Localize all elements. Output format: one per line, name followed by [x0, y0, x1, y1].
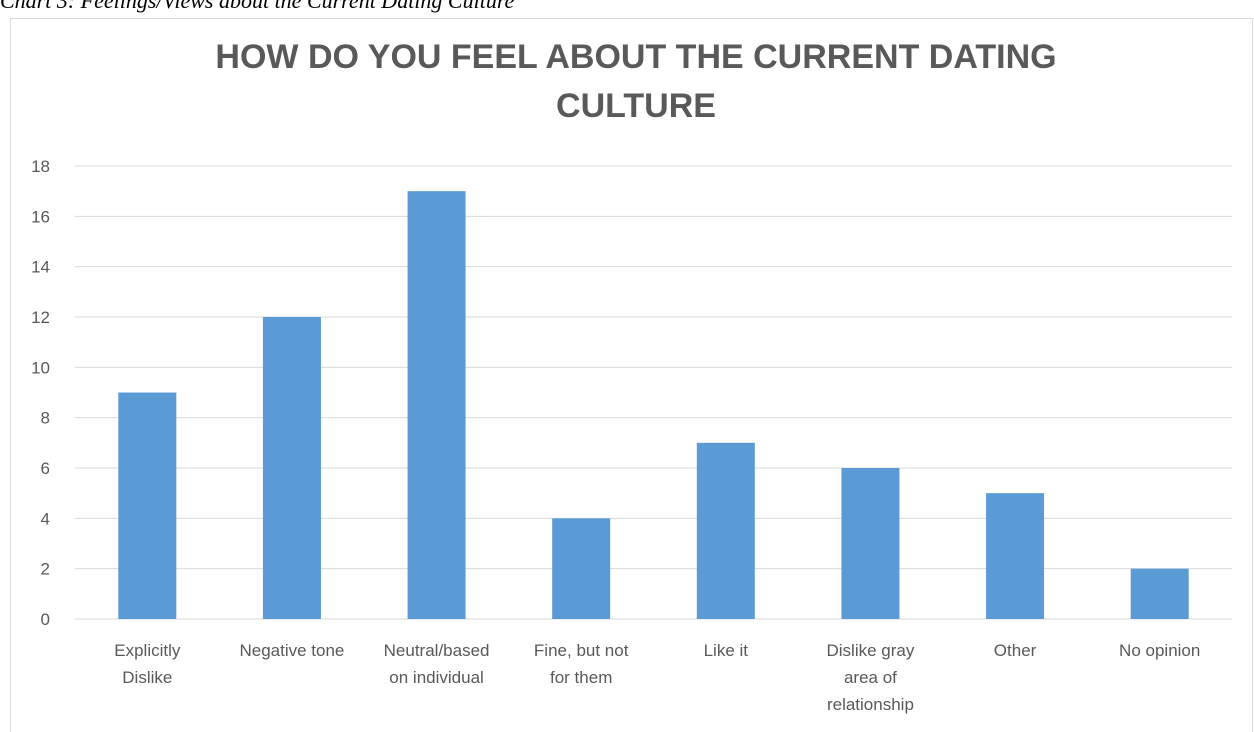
bar: [407, 191, 466, 619]
x-category-label: area of: [844, 668, 897, 687]
bar: [1130, 568, 1189, 619]
x-category-label: Fine, but not: [534, 641, 629, 660]
x-category-label: for them: [550, 668, 612, 687]
chart-title-line: HOW DO YOU FEEL ABOUT THE CURRENT DATING: [215, 38, 1056, 76]
x-category-label: Neutral/based: [384, 641, 490, 660]
bar: [262, 317, 321, 619]
y-tick-label: 0: [41, 610, 50, 629]
bar: [118, 392, 177, 619]
x-category-label: No opinion: [1119, 641, 1200, 660]
chart-title-line: CULTURE: [556, 87, 716, 125]
y-tick-label: 4: [41, 509, 50, 528]
bar: [696, 442, 755, 619]
x-category-label: Like it: [704, 641, 749, 660]
y-tick-label: 6: [41, 459, 50, 478]
y-tick-label: 8: [41, 409, 50, 428]
y-tick-label: 14: [31, 258, 50, 277]
x-category-label: on individual: [389, 668, 484, 687]
figure-caption: Chart 3: Feelings/Views about the Curren…: [0, 0, 515, 13]
bar: [552, 518, 611, 619]
y-tick-label: 16: [31, 207, 50, 226]
x-category-label: Dislike gray: [827, 641, 915, 660]
y-tick-label: 12: [31, 308, 50, 327]
x-category-label: Negative tone: [239, 641, 344, 660]
chart-frame: [10, 18, 1253, 732]
y-tick-label: 10: [31, 358, 50, 377]
bar: [841, 468, 900, 619]
bar: [986, 493, 1045, 619]
x-category-label: relationship: [827, 695, 914, 714]
x-category-label: Explicitly: [114, 641, 181, 660]
y-tick-label: 18: [31, 157, 50, 176]
x-category-label: Other: [994, 641, 1037, 660]
y-tick-label: 2: [41, 560, 50, 579]
x-category-label: Dislike: [122, 668, 172, 687]
